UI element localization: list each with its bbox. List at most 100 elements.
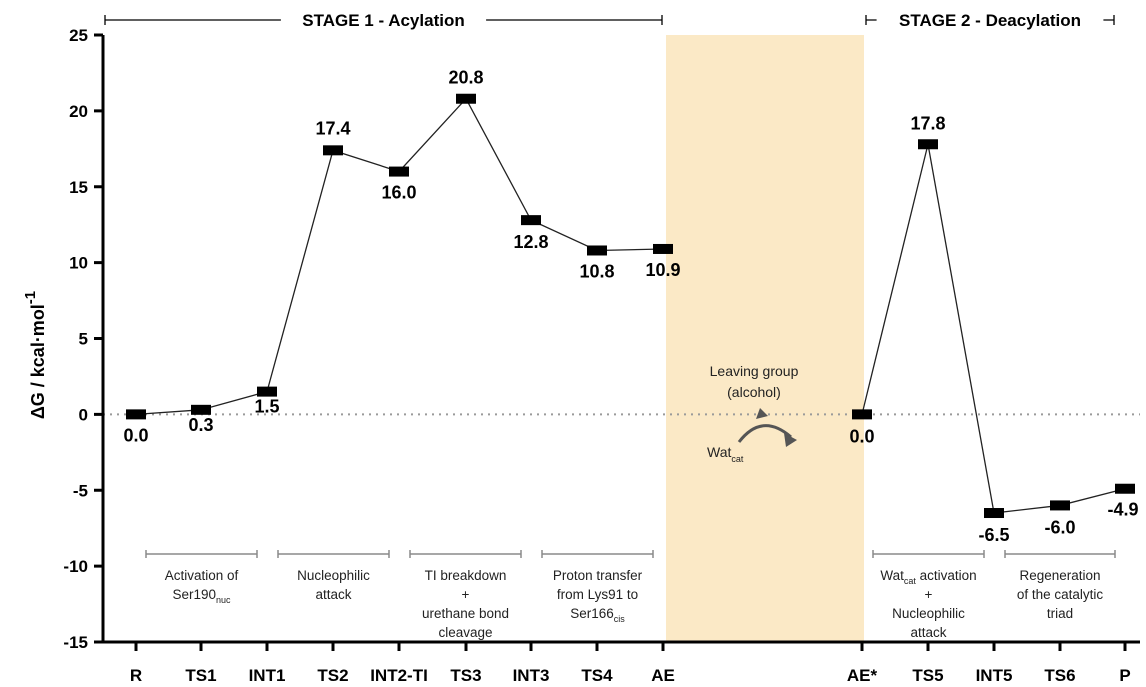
step-text: Ser190: [172, 587, 216, 602]
y-tick-label: 25: [69, 26, 88, 45]
transition-highlight-band: [666, 35, 864, 642]
step-text: Nucleophilic: [892, 606, 965, 621]
energy-level-marker: [1050, 500, 1070, 511]
energy-level-marker: [653, 243, 673, 254]
curved-arrow-icon: [737, 424, 792, 443]
energy-value-label: 10.9: [645, 260, 680, 280]
step-text: attack: [315, 587, 351, 602]
step-description-line: cleavage: [438, 625, 492, 640]
leaving-group-sublabel: (alcohol): [727, 384, 781, 400]
x-tick-label: AE: [651, 666, 675, 685]
energy-level-marker: [323, 145, 343, 156]
y-tick-label: 5: [79, 330, 88, 349]
step-description-line: from Lys91 to: [557, 587, 638, 602]
water-label-sub: cat: [731, 454, 744, 464]
step-text: Wat: [880, 568, 904, 583]
energy-level-marker: [257, 386, 277, 397]
step-description-line: triad: [1047, 606, 1073, 621]
step-description-line: +: [925, 587, 933, 602]
y-tick-label: -10: [63, 557, 88, 576]
energy-value-label: 12.8: [513, 232, 548, 252]
step-text: TI breakdown: [425, 568, 507, 583]
x-tick-label: P: [1119, 666, 1130, 685]
arrowhead-leaving-icon: [756, 408, 768, 419]
energy-value-label: -6.0: [1044, 517, 1075, 537]
plot-layer: 25 20 15 10 5 0 -5 -10 -15 R TS1 INT1 TS2 INT2-TI TS3 I…: [63, 7, 1140, 685]
energy-value-label: 10.8: [579, 261, 614, 281]
step-description-line: of the catalytic: [1017, 587, 1104, 602]
step-text: attack: [910, 625, 946, 640]
x-tick-label: AE*: [847, 666, 878, 685]
step-description-line: Nucleophilic: [892, 606, 965, 621]
y-axis-label-sup: -1: [22, 291, 39, 304]
step-text: Nucleophilic: [297, 568, 370, 583]
energy-level-marker: [191, 404, 211, 415]
energy-level-marker: [587, 245, 607, 256]
step-description-line: Watcat activation: [880, 568, 976, 586]
arrowhead-right-icon: [784, 433, 797, 447]
energy-value-label: 0.0: [849, 426, 874, 446]
step-description-line: Proton transfer: [553, 568, 643, 583]
step-description-line: attack: [315, 587, 351, 602]
y-tick-label: 15: [69, 178, 88, 197]
y-tick-label: -5: [73, 481, 88, 500]
step-text: Proton transfer: [553, 568, 643, 583]
x-tick-label: R: [130, 666, 142, 685]
step-subscript: cis: [614, 614, 625, 624]
stage2-bracket-label: STAGE 2 - Deacylation: [899, 11, 1081, 30]
step-text: Activation of: [165, 568, 239, 583]
step-description-line: Ser190nuc: [172, 587, 231, 605]
energy-value-label: -4.9: [1107, 500, 1138, 520]
energy-level-marker: [852, 409, 872, 420]
water-label-main: Wat: [707, 444, 731, 460]
x-tick-label: TS4: [581, 666, 613, 685]
x-tick-label: TS1: [185, 666, 216, 685]
y-axis-label-main: ΔG / kcal·mol: [28, 304, 48, 419]
y-tick-label: 20: [69, 102, 88, 121]
leaving-group-label: Leaving group: [710, 363, 799, 379]
step-description-line: Regeneration: [1019, 568, 1100, 583]
x-tick-label: INT5: [976, 666, 1013, 685]
step-text: +: [462, 587, 470, 602]
y-tick-label: -15: [63, 633, 88, 652]
x-tick-label: TS2: [317, 666, 348, 685]
step-subscript: cat: [904, 576, 917, 586]
step-description-line: attack: [910, 625, 946, 640]
x-tick-label: TS6: [1044, 666, 1075, 685]
y-axis-label: ΔG / kcal·mol-1: [22, 291, 48, 419]
energy-value-label: -6.5: [978, 525, 1009, 545]
energy-level-marker: [389, 166, 409, 177]
energy-level-marker: [984, 508, 1004, 519]
stage-annotation: Leaving group (alcohol) Watcat: [707, 363, 799, 464]
energy-level-marker: [126, 409, 146, 420]
energy-value-label: 1.5: [254, 397, 279, 417]
step-description-line: urethane bond: [422, 606, 509, 621]
y-tick-label: 0: [79, 405, 88, 424]
energy-value-label: 17.8: [910, 113, 945, 133]
x-tick-label: TS3: [450, 666, 481, 685]
stage2-bracket-label-bg: [876, 7, 1104, 33]
energy-level-marker: [456, 93, 476, 104]
energy-value-label: 0.3: [188, 415, 213, 435]
energy-value-label: 20.8: [448, 68, 483, 88]
energy-value-label: 0.0: [123, 425, 148, 445]
x-tick-label: INT1: [249, 666, 286, 685]
step-description-line: TI breakdown: [425, 568, 507, 583]
x-tick-label: INT2-TI: [370, 666, 428, 685]
x-tick-label: TS5: [912, 666, 943, 685]
step-text: +: [925, 587, 933, 602]
step-description-line: Activation of: [165, 568, 239, 583]
energy-value-label: 16.0: [381, 183, 416, 203]
step-description-line: Ser166cis: [570, 606, 625, 624]
energy-level-marker: [918, 139, 938, 150]
energy-level-marker: [1115, 483, 1135, 494]
step-text: of the catalytic: [1017, 587, 1104, 602]
step-description-line: +: [462, 587, 470, 602]
x-tick-label: INT3: [513, 666, 550, 685]
stage1-bracket-label-bg: [280, 7, 487, 33]
step-text: Ser166: [570, 606, 614, 621]
step-text: activation: [916, 568, 977, 583]
y-tick-label: 10: [69, 254, 88, 273]
